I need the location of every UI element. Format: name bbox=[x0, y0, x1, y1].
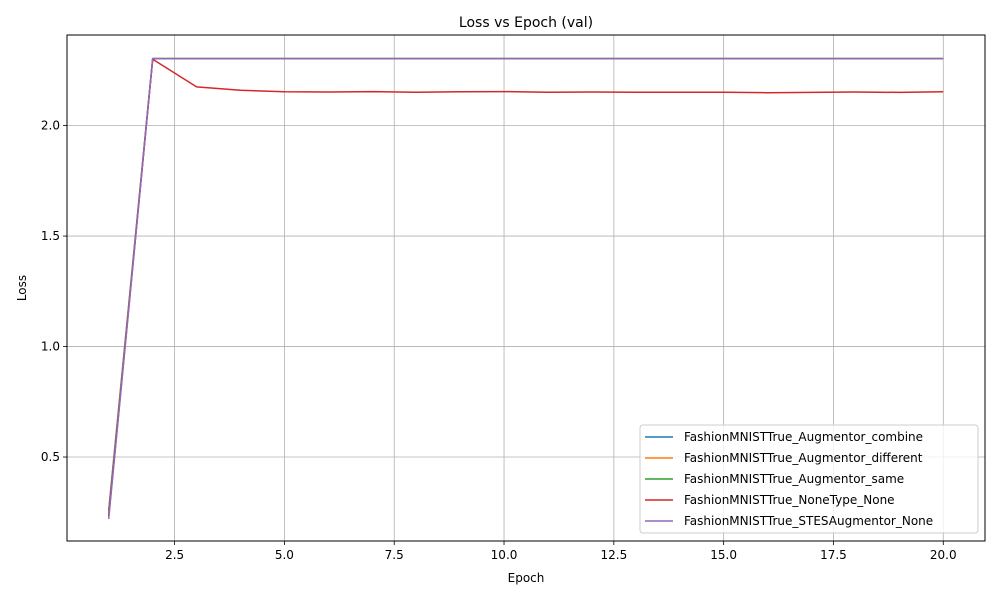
plot-lines bbox=[107, 57, 944, 519]
x-tick-label: 17.5 bbox=[820, 548, 847, 562]
y-tick-label: 2.0 bbox=[41, 119, 60, 133]
legend-label-3: FashionMNISTTrue_Augmentor_same bbox=[684, 472, 904, 486]
ticks: 2.5 5.0 7.5 10.0 12.5 15.0 17.5 20.0 0.5 1.0 1.5 2.… bbox=[41, 119, 957, 562]
grid bbox=[67, 35, 985, 541]
x-tick-label: 15.0 bbox=[710, 548, 737, 562]
legend-label-1: FashionMNISTTrue_Augmentor_combine bbox=[684, 430, 923, 444]
series-line-4 bbox=[107, 58, 944, 517]
legend-label-2: FashionMNISTTrue_Augmentor_different bbox=[684, 451, 923, 465]
y-axis-label: Loss bbox=[15, 275, 29, 301]
x-tick-label: 12.5 bbox=[600, 548, 627, 562]
chart-title: Loss vs Epoch (val) bbox=[459, 15, 593, 31]
y-tick-label: 1.0 bbox=[41, 340, 60, 354]
legend: FashionMNISTTrue_Augmentor_combine Fashio… bbox=[639, 424, 979, 534]
legend-box bbox=[639, 424, 979, 534]
series-line-5 bbox=[107, 57, 944, 519]
y-tick-label: 1.5 bbox=[41, 229, 60, 243]
x-tick-label: 10.0 bbox=[491, 548, 518, 562]
x-tick-label: 2.5 bbox=[165, 548, 184, 562]
y-tick-label: 0.5 bbox=[41, 450, 60, 464]
legend-label-4: FashionMNISTTrue_NoneType_None bbox=[684, 493, 895, 507]
legend-label-5: FashionMNISTTrue_STESAugmentor_None bbox=[684, 514, 933, 528]
x-axis-label: Epoch bbox=[508, 571, 545, 585]
x-tick-label: 20.0 bbox=[930, 548, 957, 562]
x-tick-label: 7.5 bbox=[385, 548, 404, 562]
plot-frame bbox=[66, 34, 986, 542]
x-tick-label: 5.0 bbox=[275, 548, 294, 562]
